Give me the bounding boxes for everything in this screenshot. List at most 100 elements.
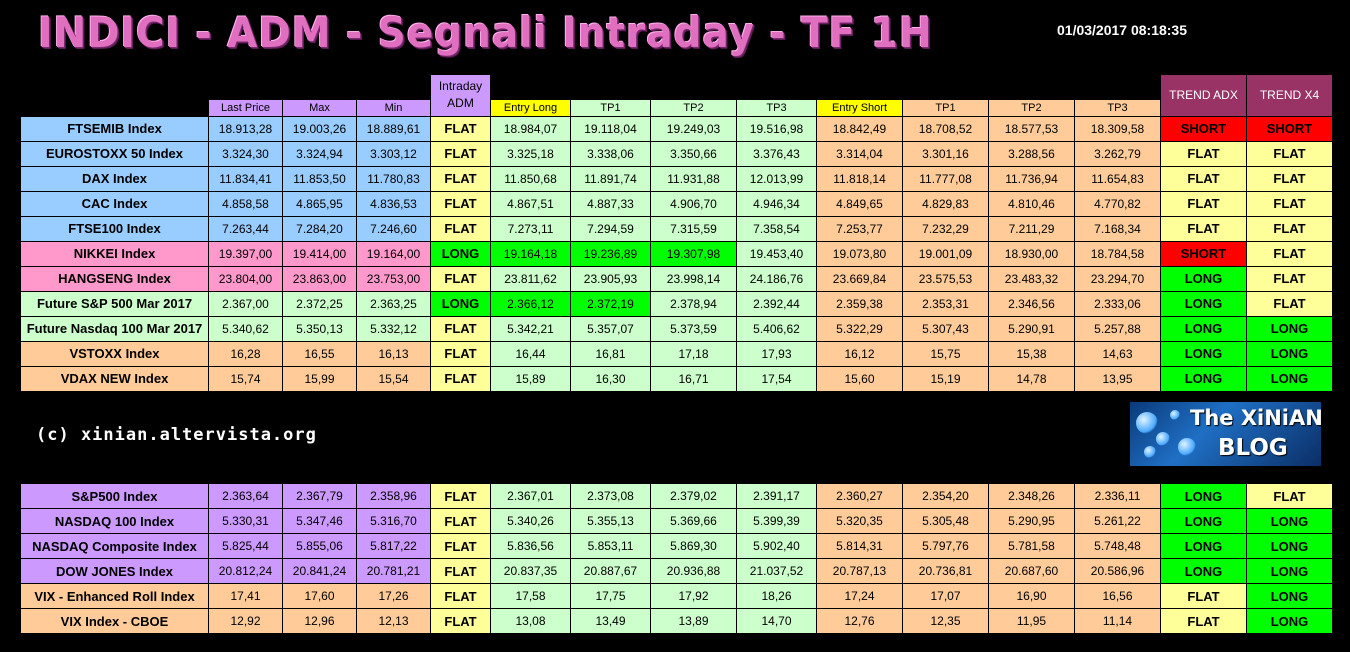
trend-adx-signal: LONG xyxy=(1160,340,1247,367)
instrument-name: VIX Index - CBOE xyxy=(20,608,209,634)
max-cell: 3.324,94 xyxy=(282,140,357,167)
bubble-icon xyxy=(1178,438,1196,456)
signals-table-us: S&P500 Index 2.363,64 2.367,79 2.358,96 FLAT… xyxy=(20,483,1333,634)
max-cell: 2.372,25 xyxy=(282,290,357,317)
header-intraday-adm: Intraday ADM xyxy=(430,74,491,117)
table-row: VIX Index - CBOE 12,92 12,96 12,13 FLAT 13,08… xyxy=(20,608,1333,634)
short-tp2-cell: 20.687,60 xyxy=(988,558,1075,584)
instrument-name: VIX - Enhanced Roll Index xyxy=(20,583,209,609)
intraday-adm-signal: LONG xyxy=(430,290,491,317)
trend-adx-signal: FLAT xyxy=(1160,583,1247,609)
short-tp3-cell: 11,14 xyxy=(1074,608,1161,634)
last-price-cell: 20.812,24 xyxy=(208,558,283,584)
header-long-tp2: TP2 xyxy=(650,98,737,117)
long-tp1-cell: 11.891,74 xyxy=(570,165,651,192)
table-row: NASDAQ 100 Index 5.330,31 5.347,46 5.316,70… xyxy=(20,508,1333,534)
long-tp3-cell: 3.376,43 xyxy=(736,140,817,167)
copyright-text: (c) xinian.altervista.org xyxy=(36,425,317,445)
long-tp3-cell: 5.406,62 xyxy=(736,315,817,342)
long-tp1-cell: 3.338,06 xyxy=(570,140,651,167)
short-tp1-cell: 5.307,43 xyxy=(902,315,989,342)
intraday-adm-signal: FLAT xyxy=(430,483,491,509)
entry-long-cell: 23.811,62 xyxy=(490,265,571,292)
instrument-name: NIKKEI Index xyxy=(20,240,209,267)
long-tp1-cell: 19.236,89 xyxy=(570,240,651,267)
max-cell: 11.853,50 xyxy=(282,165,357,192)
entry-short-cell: 11.818,14 xyxy=(816,165,903,192)
short-tp3-cell: 13,95 xyxy=(1074,365,1161,392)
trend-x4-signal: LONG xyxy=(1246,583,1333,609)
short-tp2-cell: 4.810,46 xyxy=(988,190,1075,217)
entry-short-cell: 5.322,29 xyxy=(816,315,903,342)
entry-long-cell: 4.867,51 xyxy=(490,190,571,217)
table-row: CAC Index 4.858,58 4.865,95 4.836,53 FLAT 4.8… xyxy=(20,190,1333,217)
instrument-name: EUROSTOXX 50 Index xyxy=(20,140,209,167)
short-tp1-cell: 12,35 xyxy=(902,608,989,634)
max-cell: 15,99 xyxy=(282,365,357,392)
entry-short-cell: 20.787,13 xyxy=(816,558,903,584)
short-tp2-cell: 5.290,91 xyxy=(988,315,1075,342)
intraday-adm-signal: FLAT xyxy=(430,340,491,367)
max-cell: 17,60 xyxy=(282,583,357,609)
long-tp2-cell: 4.906,70 xyxy=(650,190,737,217)
instrument-name: FTSE100 Index xyxy=(20,215,209,242)
long-tp2-cell: 17,18 xyxy=(650,340,737,367)
last-price-cell: 5.340,62 xyxy=(208,315,283,342)
max-cell: 2.367,79 xyxy=(282,483,357,509)
header-entry-long: Entry Long xyxy=(490,98,571,117)
last-price-cell: 23.804,00 xyxy=(208,265,283,292)
table-row: S&P500 Index 2.363,64 2.367,79 2.358,96 FLAT… xyxy=(20,483,1333,509)
entry-short-cell: 4.849,65 xyxy=(816,190,903,217)
intraday-adm-signal: FLAT xyxy=(430,533,491,559)
entry-long-cell: 5.836,56 xyxy=(490,533,571,559)
trend-adx-signal: FLAT xyxy=(1160,140,1247,167)
short-tp1-cell: 5.797,76 xyxy=(902,533,989,559)
long-tp3-cell: 21.037,52 xyxy=(736,558,817,584)
trend-adx-signal: SHORT xyxy=(1160,240,1247,267)
long-tp3-cell: 2.391,17 xyxy=(736,483,817,509)
short-tp1-cell: 4.829,83 xyxy=(902,190,989,217)
last-price-cell: 4.858,58 xyxy=(208,190,283,217)
min-cell: 23.753,00 xyxy=(356,265,431,292)
last-price-cell: 16,28 xyxy=(208,340,283,367)
min-cell: 18.889,61 xyxy=(356,115,431,142)
table-row: DOW JONES Index 20.812,24 20.841,24 20.781,… xyxy=(20,558,1333,584)
long-tp2-cell: 3.350,66 xyxy=(650,140,737,167)
short-tp2-cell: 15,38 xyxy=(988,340,1075,367)
short-tp1-cell: 17,07 xyxy=(902,583,989,609)
entry-short-cell: 2.359,38 xyxy=(816,290,903,317)
long-tp1-cell: 7.294,59 xyxy=(570,215,651,242)
entry-short-cell: 7.253,77 xyxy=(816,215,903,242)
long-tp3-cell: 17,93 xyxy=(736,340,817,367)
instrument-name: CAC Index xyxy=(20,190,209,217)
short-tp3-cell: 18.784,58 xyxy=(1074,240,1161,267)
entry-short-cell: 19.073,80 xyxy=(816,240,903,267)
entry-short-cell: 18.842,49 xyxy=(816,115,903,142)
last-price-cell: 2.367,00 xyxy=(208,290,283,317)
min-cell: 17,26 xyxy=(356,583,431,609)
entry-short-cell: 17,24 xyxy=(816,583,903,609)
intraday-adm-signal: FLAT xyxy=(430,365,491,392)
signals-table-main-body: FTSEMIB Index 18.913,28 19.003,26 18.889,61… xyxy=(20,115,1333,392)
short-tp3-cell: 18.309,58 xyxy=(1074,115,1161,142)
long-tp1-cell: 13,49 xyxy=(570,608,651,634)
min-cell: 7.246,60 xyxy=(356,215,431,242)
header-last-price: Last Price xyxy=(208,98,283,117)
short-tp1-cell: 5.305,48 xyxy=(902,508,989,534)
intraday-adm-signal: LONG xyxy=(430,240,491,267)
short-tp1-cell: 3.301,16 xyxy=(902,140,989,167)
short-tp3-cell: 5.257,88 xyxy=(1074,315,1161,342)
long-tp1-cell: 16,81 xyxy=(570,340,651,367)
timestamp: 01/03/2017 08:18:35 xyxy=(1057,22,1187,38)
long-tp2-cell: 13,89 xyxy=(650,608,737,634)
header-max: Max xyxy=(282,98,357,117)
long-tp3-cell: 7.358,54 xyxy=(736,215,817,242)
long-tp1-cell: 17,75 xyxy=(570,583,651,609)
short-tp2-cell: 7.211,29 xyxy=(988,215,1075,242)
short-tp3-cell: 16,56 xyxy=(1074,583,1161,609)
trend-x4-signal: LONG xyxy=(1246,558,1333,584)
short-tp3-cell: 20.586,96 xyxy=(1074,558,1161,584)
max-cell: 7.284,20 xyxy=(282,215,357,242)
short-tp2-cell: 2.346,56 xyxy=(988,290,1075,317)
short-tp1-cell: 19.001,09 xyxy=(902,240,989,267)
